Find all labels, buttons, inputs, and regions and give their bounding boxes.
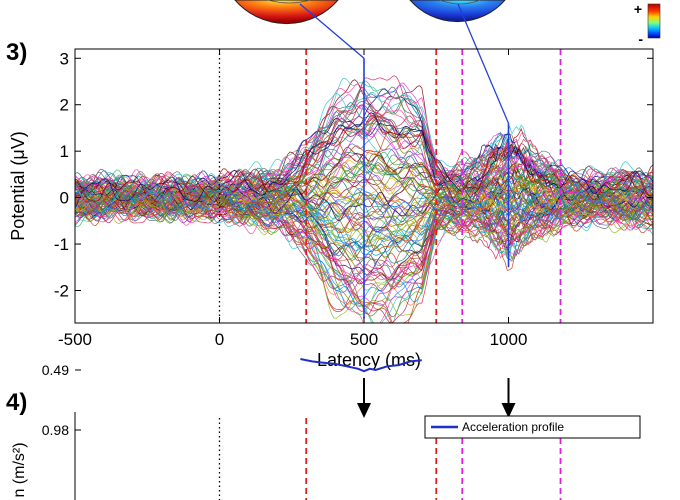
- y-tick-label: -1: [54, 235, 69, 254]
- colorbar-plus-label: +: [634, 1, 642, 17]
- down-arrow-icon: [357, 403, 371, 418]
- y-axis-3-title: Potential (μV): [8, 131, 28, 240]
- legend-box: [424, 415, 641, 439]
- panel-4-label: 4): [6, 389, 27, 416]
- legend: Acceleration profile: [424, 415, 641, 439]
- x-tick-label: 500: [350, 330, 378, 349]
- x-axis-3-title: Latency (ms): [317, 350, 421, 370]
- eeg-trace: [75, 194, 653, 323]
- x-tick-label: 1000: [490, 330, 528, 349]
- x-tick-label: 0: [215, 330, 224, 349]
- event-marker-group: [218, 49, 562, 323]
- y-tick-label: 0: [60, 189, 69, 208]
- y-tick-label: 0.98: [42, 422, 69, 438]
- y-tick-label: 2: [60, 96, 69, 115]
- colorbar: + -: [634, 1, 661, 47]
- arrow-group: [357, 378, 516, 418]
- y-axis-4-title: n (m/s²): [11, 442, 28, 497]
- legend-label: Acceleration profile: [462, 420, 564, 434]
- y-tick-label: 3: [60, 49, 69, 68]
- topomap-connector: [299, 3, 365, 59]
- acceleration-series: [300, 358, 422, 373]
- y-tick-label: -2: [54, 281, 69, 300]
- down-arrow-icon: [501, 403, 516, 418]
- topomap-500ms: [234, 0, 339, 25]
- y-axis-4: 0.49 0.98: [42, 362, 81, 438]
- acceleration-line: [300, 358, 422, 373]
- colorbar-minus-label: -: [638, 31, 643, 47]
- x-axis-3: -500 0 500 1000: [58, 49, 527, 349]
- y-axis-3: -2 -1 0 1 2 3: [54, 49, 653, 300]
- topomap-1000ms: [409, 0, 506, 23]
- x-tick-label: -500: [58, 330, 92, 349]
- topomap-connector: [457, 3, 510, 124]
- y-tick-label: 0.49: [42, 362, 69, 378]
- y-tick-label: 1: [60, 142, 69, 161]
- panel-3-label: 3): [6, 39, 27, 66]
